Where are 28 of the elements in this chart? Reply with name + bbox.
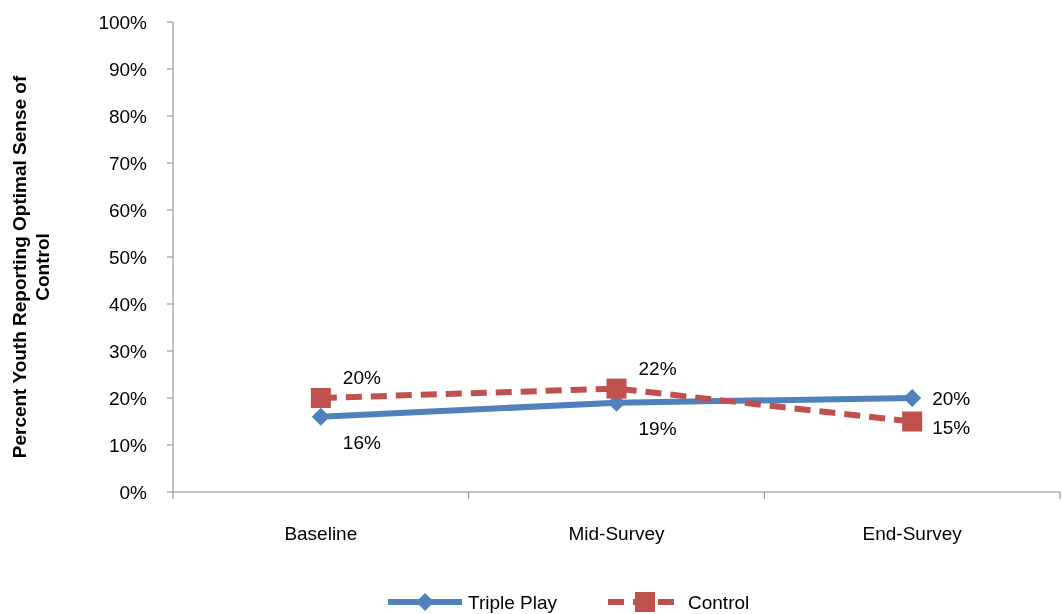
y-tick-label: 10% <box>108 434 148 456</box>
data-label: 19% <box>638 417 677 439</box>
data-label: 16% <box>342 431 381 453</box>
x-tick-label: Baseline <box>284 523 358 544</box>
legend-label: Control <box>688 591 750 613</box>
y-tick-label: 80% <box>108 105 148 127</box>
y-tick-label: 20% <box>108 387 148 409</box>
data-label: 22% <box>638 357 677 379</box>
point <box>903 389 922 407</box>
legend-label: Triple Play <box>468 591 558 613</box>
x-tick-label: End-Survey <box>862 523 963 544</box>
data-label: 20% <box>932 388 971 409</box>
y-tick-label: 100% <box>98 11 148 33</box>
point <box>310 388 331 408</box>
point <box>606 378 627 399</box>
y-tick-label: 70% <box>108 152 148 174</box>
y-tick-label: 90% <box>108 58 148 80</box>
y-axis-title: Percent Youth Reporting Optimal Sense of Control <box>9 75 53 459</box>
y-tick-label: 60% <box>108 199 148 221</box>
point <box>311 407 330 426</box>
y-tick-label: 0% <box>119 481 148 503</box>
y-tick-label: 40% <box>108 293 148 315</box>
y-tick-label: 50% <box>108 246 148 268</box>
point <box>902 411 923 432</box>
x-tick-label: Mid-Survey <box>568 523 666 544</box>
data-label: 15% <box>932 416 971 438</box>
y-tick-label: 30% <box>108 340 148 362</box>
data-label: 20% <box>342 367 381 388</box>
